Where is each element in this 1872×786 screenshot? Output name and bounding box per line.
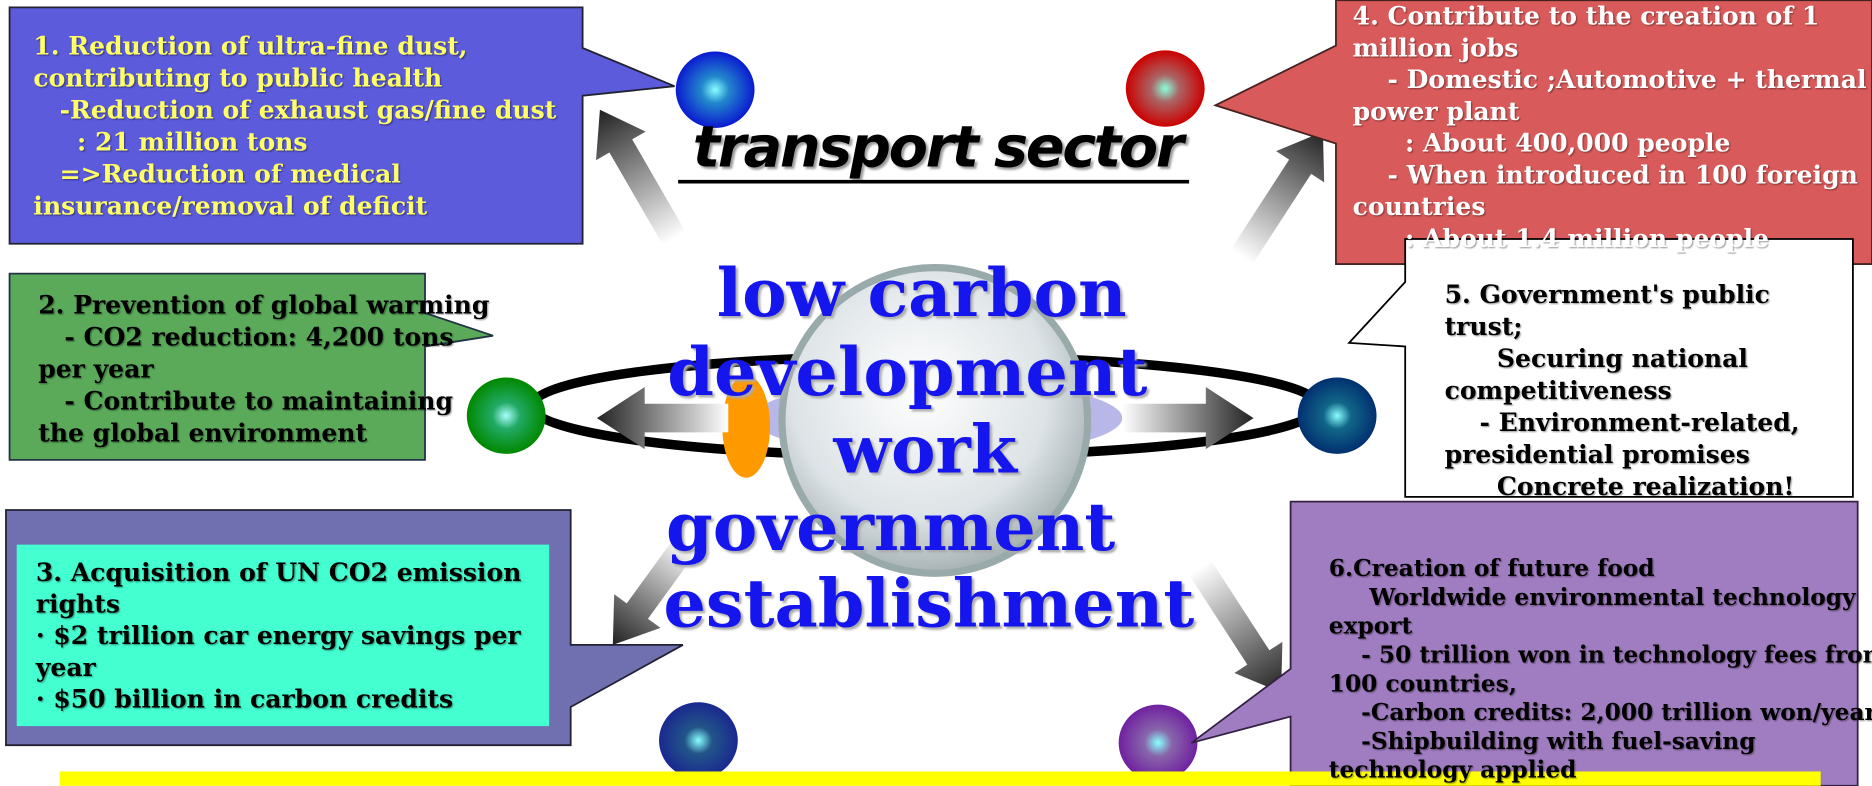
box-text: countries — [1353, 191, 1486, 221]
box-text: - CO2 reduction: 4,200 tons — [38, 322, 453, 352]
arrow — [575, 95, 699, 253]
box-text: contributing to public health — [33, 62, 442, 92]
box-text: =>Reduction of medical — [33, 158, 400, 188]
box-text: power plant — [1353, 96, 1520, 126]
box-text: - Environment-related, — [1445, 407, 1800, 437]
box-text: - 50 trillion won in technology fees fro… — [1329, 642, 1872, 669]
box-text: -Carbon credits: 2,000 trillion won/year — [1329, 699, 1872, 726]
title: transport sector — [693, 113, 1188, 180]
box-text: rights — [36, 589, 120, 619]
box-text: presidential promises — [1445, 439, 1750, 469]
center-line: work — [832, 410, 1018, 489]
box-text: 6.Creation of future food — [1329, 555, 1655, 582]
box-text: · $2 trillion car energy savings per — [36, 620, 522, 650]
box-text: technology applied — [1329, 757, 1577, 784]
box-text: Concrete realization! — [1445, 471, 1795, 501]
box-text: 1. Reduction of ultra-fine dust, — [33, 30, 467, 60]
box-text: the global environment — [38, 418, 367, 448]
sphere — [467, 377, 546, 453]
box-text: : About 400,000 people — [1353, 128, 1731, 158]
sphere — [659, 702, 738, 778]
box-text: competitiveness — [1445, 375, 1672, 405]
center-line: establishment — [663, 564, 1194, 643]
box-text: 2. Prevention of global warming — [38, 290, 489, 320]
box-text: · $50 billion in carbon credits — [36, 684, 453, 714]
box-text: 4. Contribute to the creation of 1 — [1353, 1, 1820, 31]
box-text: million jobs — [1353, 32, 1519, 62]
box-text: trust; — [1445, 311, 1523, 341]
box-text: 5. Government's public — [1445, 279, 1770, 309]
box-text: year — [35, 652, 97, 682]
box-text: : 21 million tons — [33, 126, 307, 156]
diagram: transport sector low carbondevelopmentwo… — [0, 0, 1872, 786]
box-text: export — [1329, 613, 1413, 640]
box-text: 100 countries, — [1329, 670, 1517, 697]
box-text: per year — [38, 354, 154, 384]
box-text: - Contribute to maintaining — [38, 386, 453, 416]
center-line: government — [666, 487, 1115, 566]
box-text: insurance/removal of deficit — [33, 190, 427, 220]
box-text: : About 1.4 million people — [1353, 223, 1769, 253]
box-text: Securing national — [1445, 343, 1748, 373]
sphere — [1298, 377, 1377, 453]
box-text: -Shipbuilding with fuel-saving — [1329, 728, 1756, 755]
box-text: - When introduced in 100 foreign — [1353, 159, 1858, 189]
box-text: - Domestic ;Automotive + thermal — [1353, 64, 1867, 94]
sphere — [1119, 705, 1198, 781]
center-line: development — [667, 332, 1147, 411]
center-line: low carbon — [717, 253, 1127, 332]
box-text: -Reduction of exhaust gas/fine dust — [33, 94, 556, 124]
box-text: 3. Acquisition of UN CO2 emission — [36, 557, 522, 587]
box-text: Worldwide environmental technology — [1329, 584, 1857, 611]
